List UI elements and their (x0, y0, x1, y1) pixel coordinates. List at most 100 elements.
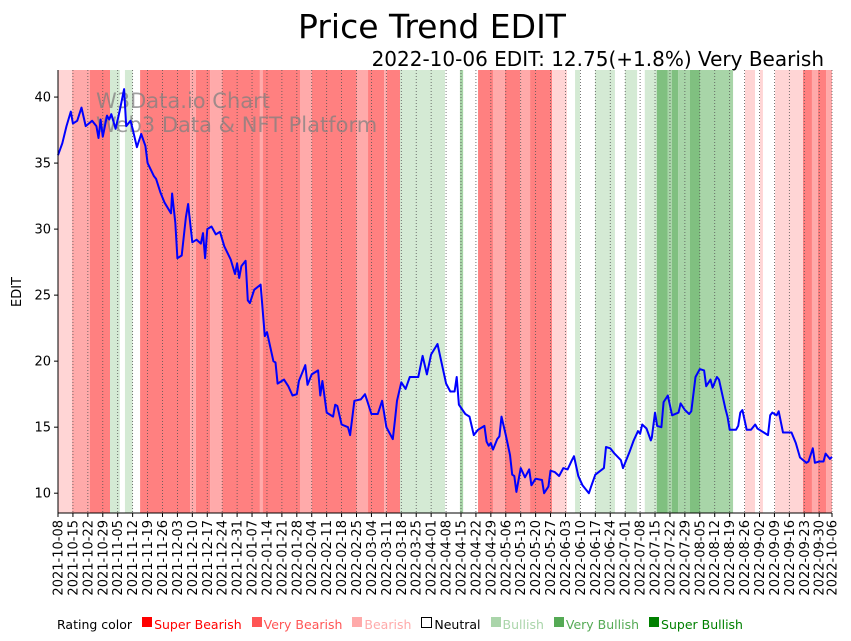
x-tick-label: 2022-09-23 (798, 520, 813, 596)
x-tick-label: 2022-07-22 (663, 520, 678, 596)
rating-band (492, 70, 505, 513)
rating-band (644, 70, 657, 513)
x-tick-label: 2021-10-15 (66, 520, 81, 596)
rating-band (759, 70, 763, 513)
legend-swatch (490, 617, 501, 627)
legend-swatch (421, 617, 433, 628)
x-tick-label: 2022-08-26 (738, 520, 753, 596)
x-tick-label: 2022-05-27 (544, 520, 559, 596)
price-line (57, 88, 833, 495)
x-tick-label: 2022-08-05 (693, 520, 708, 596)
y-tick-label: 30 (34, 223, 51, 238)
rating-band (300, 70, 312, 513)
x-tick-label: 2022-03-04 (365, 520, 380, 596)
x-tick-label: 2021-10-22 (81, 520, 96, 596)
legend-swatch (142, 617, 153, 627)
x-tick-label: 2022-02-18 (335, 520, 350, 596)
rating-band (689, 70, 701, 513)
x-tick-label: 2021-12-31 (231, 520, 246, 596)
x-tick-label: 2021-11-26 (156, 520, 171, 596)
x-tick-label: 2022-04-01 (425, 520, 440, 596)
rating-band (368, 70, 385, 513)
legend-title: Rating color (57, 617, 133, 632)
legend-label: Bearish (364, 617, 412, 632)
rating-band (811, 70, 818, 513)
x-tick-label: 2022-07-15 (649, 520, 664, 596)
x-tick-label: 2022-07-29 (678, 520, 693, 596)
chart-subtitle: 2022-10-06 EDIT: 12.75(+1.8%) Very Beari… (372, 47, 824, 71)
rating-band (195, 70, 211, 513)
x-tick-label: 2022-09-09 (768, 520, 783, 596)
x-tick-label: 2022-04-22 (469, 520, 484, 596)
x-tick-label: 2022-04-29 (484, 520, 499, 596)
rating-band (387, 70, 401, 513)
rating-band (210, 70, 223, 513)
y-tick-label: 40 (34, 91, 51, 106)
rating-band (459, 70, 464, 513)
rating-band (124, 70, 133, 513)
y-tick-label: 25 (34, 289, 51, 304)
x-tick-label: 2022-02-11 (320, 520, 335, 596)
rating-band (530, 70, 553, 513)
x-tick-label: 2022-10-06 (826, 520, 841, 596)
x-tick-label: 2022-07-01 (619, 520, 634, 596)
rating-band (190, 70, 196, 513)
x-tick-label: 2022-05-20 (529, 520, 544, 596)
rating-band (520, 70, 531, 513)
rating-band (356, 70, 369, 513)
rating-band (826, 70, 832, 513)
legend-label: Very Bearish (263, 617, 343, 632)
rating-band (671, 70, 679, 513)
y-axis-label: EDIT (10, 277, 25, 307)
rating-legend: Rating color Super Bearish Very Bearish Be… (57, 617, 745, 632)
rating-band (803, 70, 812, 513)
x-tick-label: 2021-10-08 (52, 520, 67, 596)
rating-band (110, 70, 120, 513)
rating-band (667, 70, 672, 513)
rating-band (817, 70, 827, 513)
rating-band (311, 70, 357, 513)
y-tick-label: 15 (34, 421, 51, 436)
watermark-text: Web3 Data & NFT Platform (96, 113, 377, 137)
x-tick-label: 2021-12-03 (171, 520, 186, 596)
x-tick-label: 2022-06-17 (589, 520, 604, 596)
legend-swatch (649, 617, 660, 627)
x-tick-label: 2022-06-24 (604, 520, 619, 596)
rating-band (575, 70, 580, 513)
legend-swatch (251, 617, 262, 627)
rating-band (745, 70, 756, 513)
x-tick-label: 2021-11-19 (141, 520, 156, 596)
legend-label: Super Bearish (154, 617, 242, 632)
x-tick-label: 2022-02-25 (350, 520, 365, 596)
rating-band (552, 70, 567, 513)
rating-band (504, 70, 521, 513)
x-tick-label: 2021-12-17 (201, 520, 216, 596)
x-tick-label: 2021-12-24 (216, 520, 231, 596)
legend-swatch (553, 617, 564, 627)
rating-band (72, 70, 90, 513)
x-tick-label: 2022-04-15 (454, 520, 469, 596)
rating-band (58, 70, 73, 513)
x-tick-label: 2021-12-10 (186, 520, 201, 596)
y-tick-label: 10 (34, 487, 51, 502)
rating-band (624, 70, 638, 513)
x-tick-label: 2022-06-10 (574, 520, 589, 596)
legend-label: Very Bullish (565, 617, 640, 632)
legend-swatch (352, 617, 363, 627)
x-tick-label: 2022-05-13 (514, 520, 529, 596)
x-tick-label: 2022-05-06 (499, 520, 514, 596)
rating-band (700, 70, 734, 513)
x-tick-label: 2022-01-07 (246, 520, 261, 596)
x-tick-label: 2022-01-14 (260, 520, 275, 596)
x-tick-label: 2022-09-16 (783, 520, 798, 596)
legend-label: Super Bullish (661, 617, 743, 632)
rating-band (140, 70, 191, 513)
x-tick-label: 2021-11-12 (126, 520, 141, 596)
x-tick-label: 2022-02-04 (305, 520, 320, 596)
x-tick-label: 2022-08-12 (708, 520, 723, 596)
rating-band (595, 70, 615, 513)
rating-band (384, 70, 388, 513)
chart-title: Price Trend EDIT (298, 7, 567, 46)
